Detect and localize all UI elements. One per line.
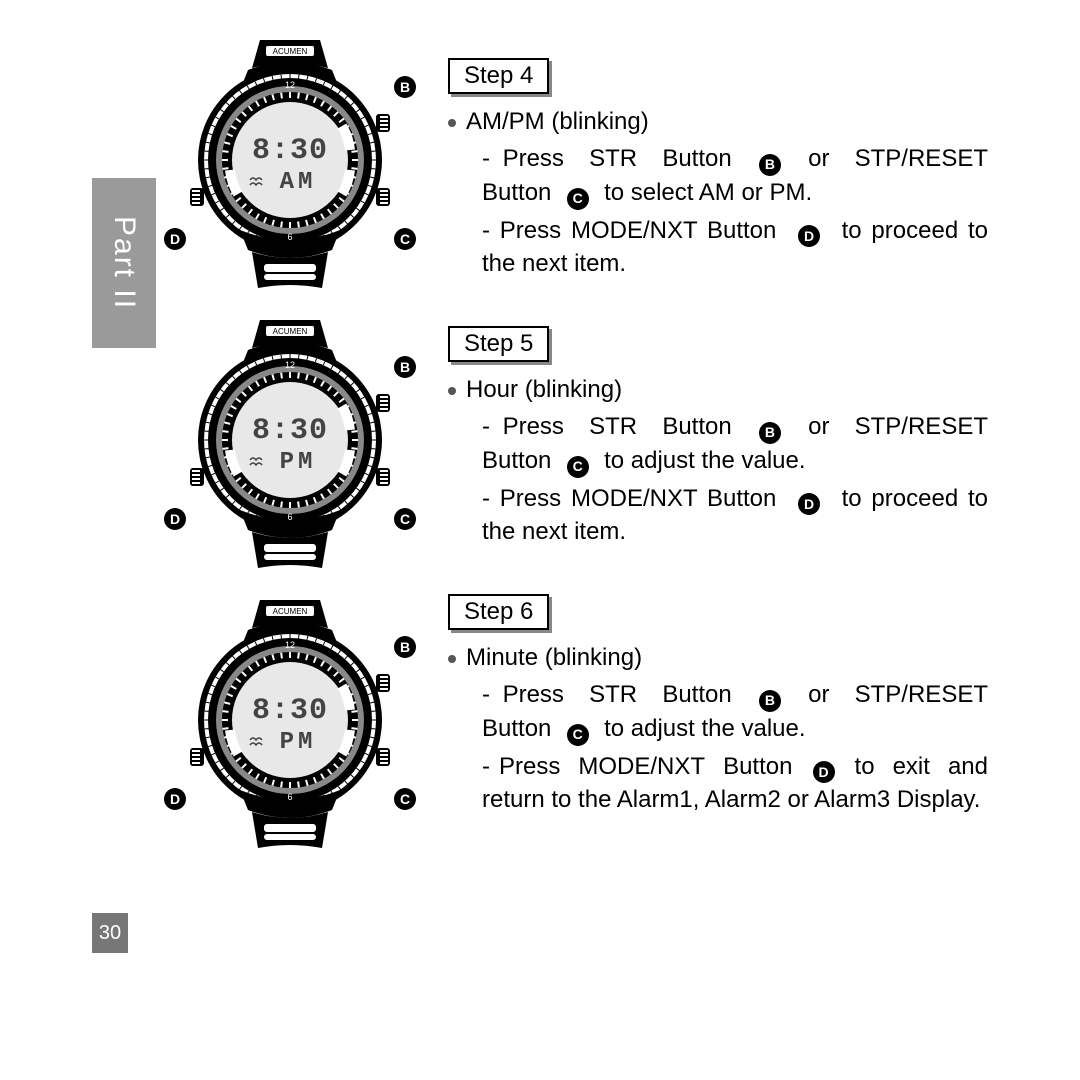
- page-number: 30: [92, 913, 128, 953]
- step-heading: Hour (blinking): [448, 376, 988, 404]
- button-ref-b-icon: B: [759, 690, 781, 712]
- instruction-line: - Press MODE/NXT Button D to proceed to …: [482, 482, 988, 549]
- svg-text:12: 12: [285, 640, 295, 650]
- step-title-box: Step 5: [448, 326, 549, 362]
- svg-text:PM: PM: [280, 449, 317, 476]
- svg-text:ACUMEN: ACUMEN: [273, 47, 308, 56]
- bullet-icon: [448, 655, 456, 663]
- bullet-icon: [448, 387, 456, 395]
- button-ref-b-icon: B: [759, 154, 781, 176]
- button-ref-d-icon: D: [813, 761, 835, 783]
- step-block: Step 6 Minute (blinking) - Press STR Butto…: [448, 594, 988, 821]
- watch-icon: ACUMEN 12 6 8:30 PM: [170, 320, 410, 580]
- button-ref-d-icon: D: [798, 225, 820, 247]
- button-ref-c-icon: C: [567, 188, 589, 210]
- button-ref-c-icon: C: [567, 456, 589, 478]
- button-label-c: C: [394, 788, 416, 810]
- section-tab: Part II: [92, 178, 156, 348]
- button-label-c: C: [394, 508, 416, 530]
- button-label-b: B: [394, 356, 416, 378]
- step-block: Step 4 AM/PM (blinking) - Press STR Button…: [448, 58, 988, 285]
- watch-icon: ACUMEN 12 6 8:30 PM: [170, 600, 410, 860]
- button-ref-c-icon: C: [567, 724, 589, 746]
- button-label-b: B: [394, 636, 416, 658]
- instruction-line: - Press STR Button B or STP/RESET Button…: [482, 410, 988, 478]
- step-heading: AM/PM (blinking): [448, 108, 988, 136]
- button-ref-d-icon: D: [798, 493, 820, 515]
- svg-text:ACUMEN: ACUMEN: [273, 327, 308, 336]
- step-title-box: Step 4: [448, 58, 549, 94]
- svg-text:ACUMEN: ACUMEN: [273, 607, 308, 616]
- bullet-icon: [448, 119, 456, 127]
- svg-text:8:30: 8:30: [252, 414, 328, 448]
- watch-illustration: ACUMEN 12 6 8:30 PM: [170, 320, 410, 560]
- step-block: Step 5 Hour (blinking) - Press STR Button …: [448, 326, 988, 553]
- button-label-c: C: [394, 228, 416, 250]
- svg-text:8:30: 8:30: [252, 134, 328, 168]
- step-title-box: Step 6: [448, 594, 549, 630]
- button-ref-b-icon: B: [759, 422, 781, 444]
- svg-text:12: 12: [285, 80, 295, 90]
- svg-text:12: 12: [285, 360, 295, 370]
- button-label-d: D: [164, 228, 186, 250]
- svg-text:AM: AM: [280, 169, 317, 196]
- button-label-d: D: [164, 508, 186, 530]
- instruction-line: - Press MODE/NXT Button D to proceed to …: [482, 214, 988, 281]
- svg-text:8:30: 8:30: [252, 694, 328, 728]
- watch-illustration: ACUMEN 12 6 8:30 AM: [170, 40, 410, 280]
- button-label-d: D: [164, 788, 186, 810]
- manual-page: Part II 30 ACUMEN 12 6 8:30 AM: [0, 0, 1080, 1080]
- svg-text:PM: PM: [280, 729, 317, 756]
- step-heading: Minute (blinking): [448, 644, 988, 672]
- instruction-line: - Press STR Button B or STP/RESET Button…: [482, 142, 988, 210]
- watch-illustration: ACUMEN 12 6 8:30 PM: [170, 600, 410, 840]
- instruction-line: - Press MODE/NXT Button D to exit and re…: [482, 750, 988, 817]
- button-label-b: B: [394, 76, 416, 98]
- watch-icon: ACUMEN 12 6 8:30 AM: [170, 40, 410, 300]
- instruction-line: - Press STR Button B or STP/RESET Button…: [482, 678, 988, 746]
